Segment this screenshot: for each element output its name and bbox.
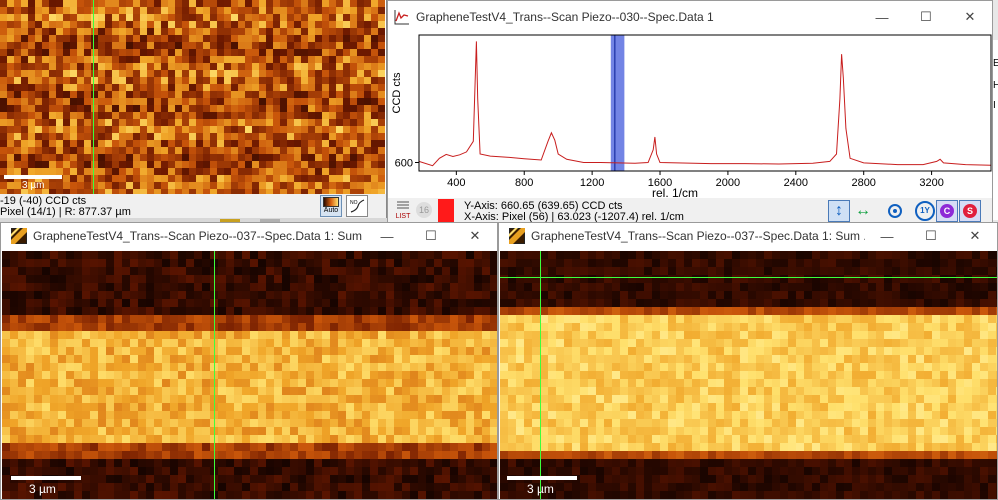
scale-label: 3 µm: [22, 180, 45, 191]
scale-bar: [11, 476, 81, 480]
taskbar-item[interactable]: [260, 219, 280, 224]
maximize-button[interactable]: ☐: [925, 228, 937, 243]
top-left-heatmap[interactable]: [0, 0, 385, 194]
s-button[interactable]: S: [959, 200, 981, 222]
zoom-y-button[interactable]: ↕: [828, 200, 850, 222]
minimize-button[interactable]: —: [380, 228, 394, 244]
bottom-left-image-window: GrapheneTestV4_Trans--Scan Piezo--037--S…: [0, 222, 498, 500]
pixel-readout: Pixel (14/1) | R: 877.37 µm: [0, 206, 131, 218]
crosshair-vertical[interactable]: [214, 251, 215, 499]
value-readout: -19 (-40) CCD cts: [0, 195, 87, 207]
series-color-marker: [438, 199, 454, 222]
x-tick-label: 1200: [580, 177, 604, 189]
close-button[interactable]: ✕: [964, 9, 976, 24]
background-letter: I: [993, 100, 996, 111]
scale-label: 3 µm: [527, 482, 554, 496]
background-letter: H: [993, 80, 998, 91]
list-button[interactable]: LIST: [392, 200, 414, 222]
bottom-left-titlebar[interactable]: GrapheneTestV4_Trans--Scan Piezo--037--S…: [1, 223, 497, 249]
x-tick-label: 2400: [784, 177, 808, 189]
zoom-fit-icon: [888, 204, 902, 218]
spectrum-chart[interactable]: 400 800 1200 1600 2000 2400 2800 3200 600 rel. 1/…: [388, 33, 992, 199]
crosshair-vertical[interactable]: [540, 251, 541, 499]
bottom-right-image-window: GrapheneTestV4_Trans--Scan Piezo--037--S…: [498, 222, 998, 500]
crosshair-vertical[interactable]: [93, 0, 94, 194]
background-window-edge: E H I: [993, 40, 998, 220]
list-icon: [397, 201, 409, 209]
vertical-arrows-icon: ↕: [835, 202, 843, 219]
taskbar-item[interactable]: [220, 219, 240, 224]
window-title: GrapheneTestV4_Trans--Scan Piezo--037--S…: [33, 229, 365, 243]
histogram-button[interactable]: NO: [346, 195, 368, 217]
zoom-fit-button[interactable]: [884, 200, 906, 222]
image-map-icon: [509, 228, 525, 244]
x-tick-label: 2000: [716, 177, 740, 189]
window-title: GrapheneTestV4_Trans--Scan Piezo--037--S…: [531, 229, 865, 243]
horizontal-arrows-icon: ↔: [855, 202, 871, 219]
x-tick-label: 800: [515, 177, 533, 189]
bottom-right-heatmap[interactable]: [500, 251, 997, 499]
y-axis-label: CCD cts: [391, 72, 403, 113]
window-title: GrapheneTestV4_Trans--Scan Piezo--030--S…: [416, 10, 714, 24]
close-button[interactable]: ✕: [969, 228, 981, 243]
taskbar-strip: [0, 218, 387, 224]
top-left-image-window: 3 µm -19 (-40) CCD cts Pixel (14/1) | R:…: [0, 0, 387, 218]
y-axis-readout: Y-Axis: 660.65 (639.65) CCD cts: [464, 200, 623, 212]
one-y-button[interactable]: 1Y: [914, 200, 936, 222]
crosshair-horizontal[interactable]: [500, 277, 997, 278]
close-button[interactable]: ✕: [469, 228, 481, 243]
badge-16-icon[interactable]: 16: [416, 202, 432, 218]
x-axis-label: rel. 1/cm: [652, 186, 698, 199]
color-scale-icon: [323, 197, 339, 207]
bottom-left-heatmap[interactable]: [2, 251, 497, 499]
background-letter: E: [993, 58, 998, 69]
auto-label: Auto: [323, 207, 339, 214]
x-axis-readout: X-Axis: Pixel (56) | 63.023 (-1207.4) re…: [464, 211, 684, 223]
c-button[interactable]: C: [936, 200, 958, 222]
bottom-right-titlebar[interactable]: GrapheneTestV4_Trans--Scan Piezo--037--S…: [499, 223, 997, 249]
x-tick-label: 1600: [648, 177, 672, 189]
x-tick-label: 400: [447, 177, 465, 189]
spectrum-status-bar: LIST 16 Y-Axis: 660.65 (639.65) CCD cts …: [388, 198, 992, 223]
scale-label: 3 µm: [29, 482, 56, 496]
status-bar: -19 (-40) CCD cts Pixel (14/1) | R: 877.…: [0, 194, 386, 218]
list-label: LIST: [395, 213, 411, 220]
minimize-button[interactable]: —: [875, 9, 889, 25]
x-tick-label: 2800: [851, 177, 875, 189]
scale-bar: [507, 476, 577, 480]
zoom-x-button[interactable]: ↔: [852, 200, 874, 222]
maximize-button[interactable]: ☐: [425, 228, 437, 243]
spectrum-icon: [394, 10, 409, 25]
x-tick-label: 3200: [919, 177, 943, 189]
y-tick-label: 600: [395, 158, 413, 170]
minimize-button[interactable]: —: [880, 228, 894, 244]
auto-scale-button[interactable]: Auto: [320, 195, 342, 217]
spectrum-titlebar[interactable]: GrapheneTestV4_Trans--Scan Piezo--030--S…: [388, 1, 992, 33]
c-icon: C: [940, 204, 954, 218]
maximize-button[interactable]: ☐: [920, 9, 932, 24]
plot-frame: [418, 34, 992, 172]
spectrum-window: GrapheneTestV4_Trans--Scan Piezo--030--S…: [387, 0, 993, 223]
series-line: [418, 41, 992, 167]
scale-bar: [4, 175, 62, 179]
curve-icon: NO: [350, 199, 365, 213]
svg-text:NO: NO: [350, 200, 358, 206]
s-icon: S: [963, 204, 977, 218]
image-map-icon: [11, 228, 27, 244]
one-y-icon: 1Y: [915, 201, 935, 221]
highlight-band: [610, 35, 625, 171]
